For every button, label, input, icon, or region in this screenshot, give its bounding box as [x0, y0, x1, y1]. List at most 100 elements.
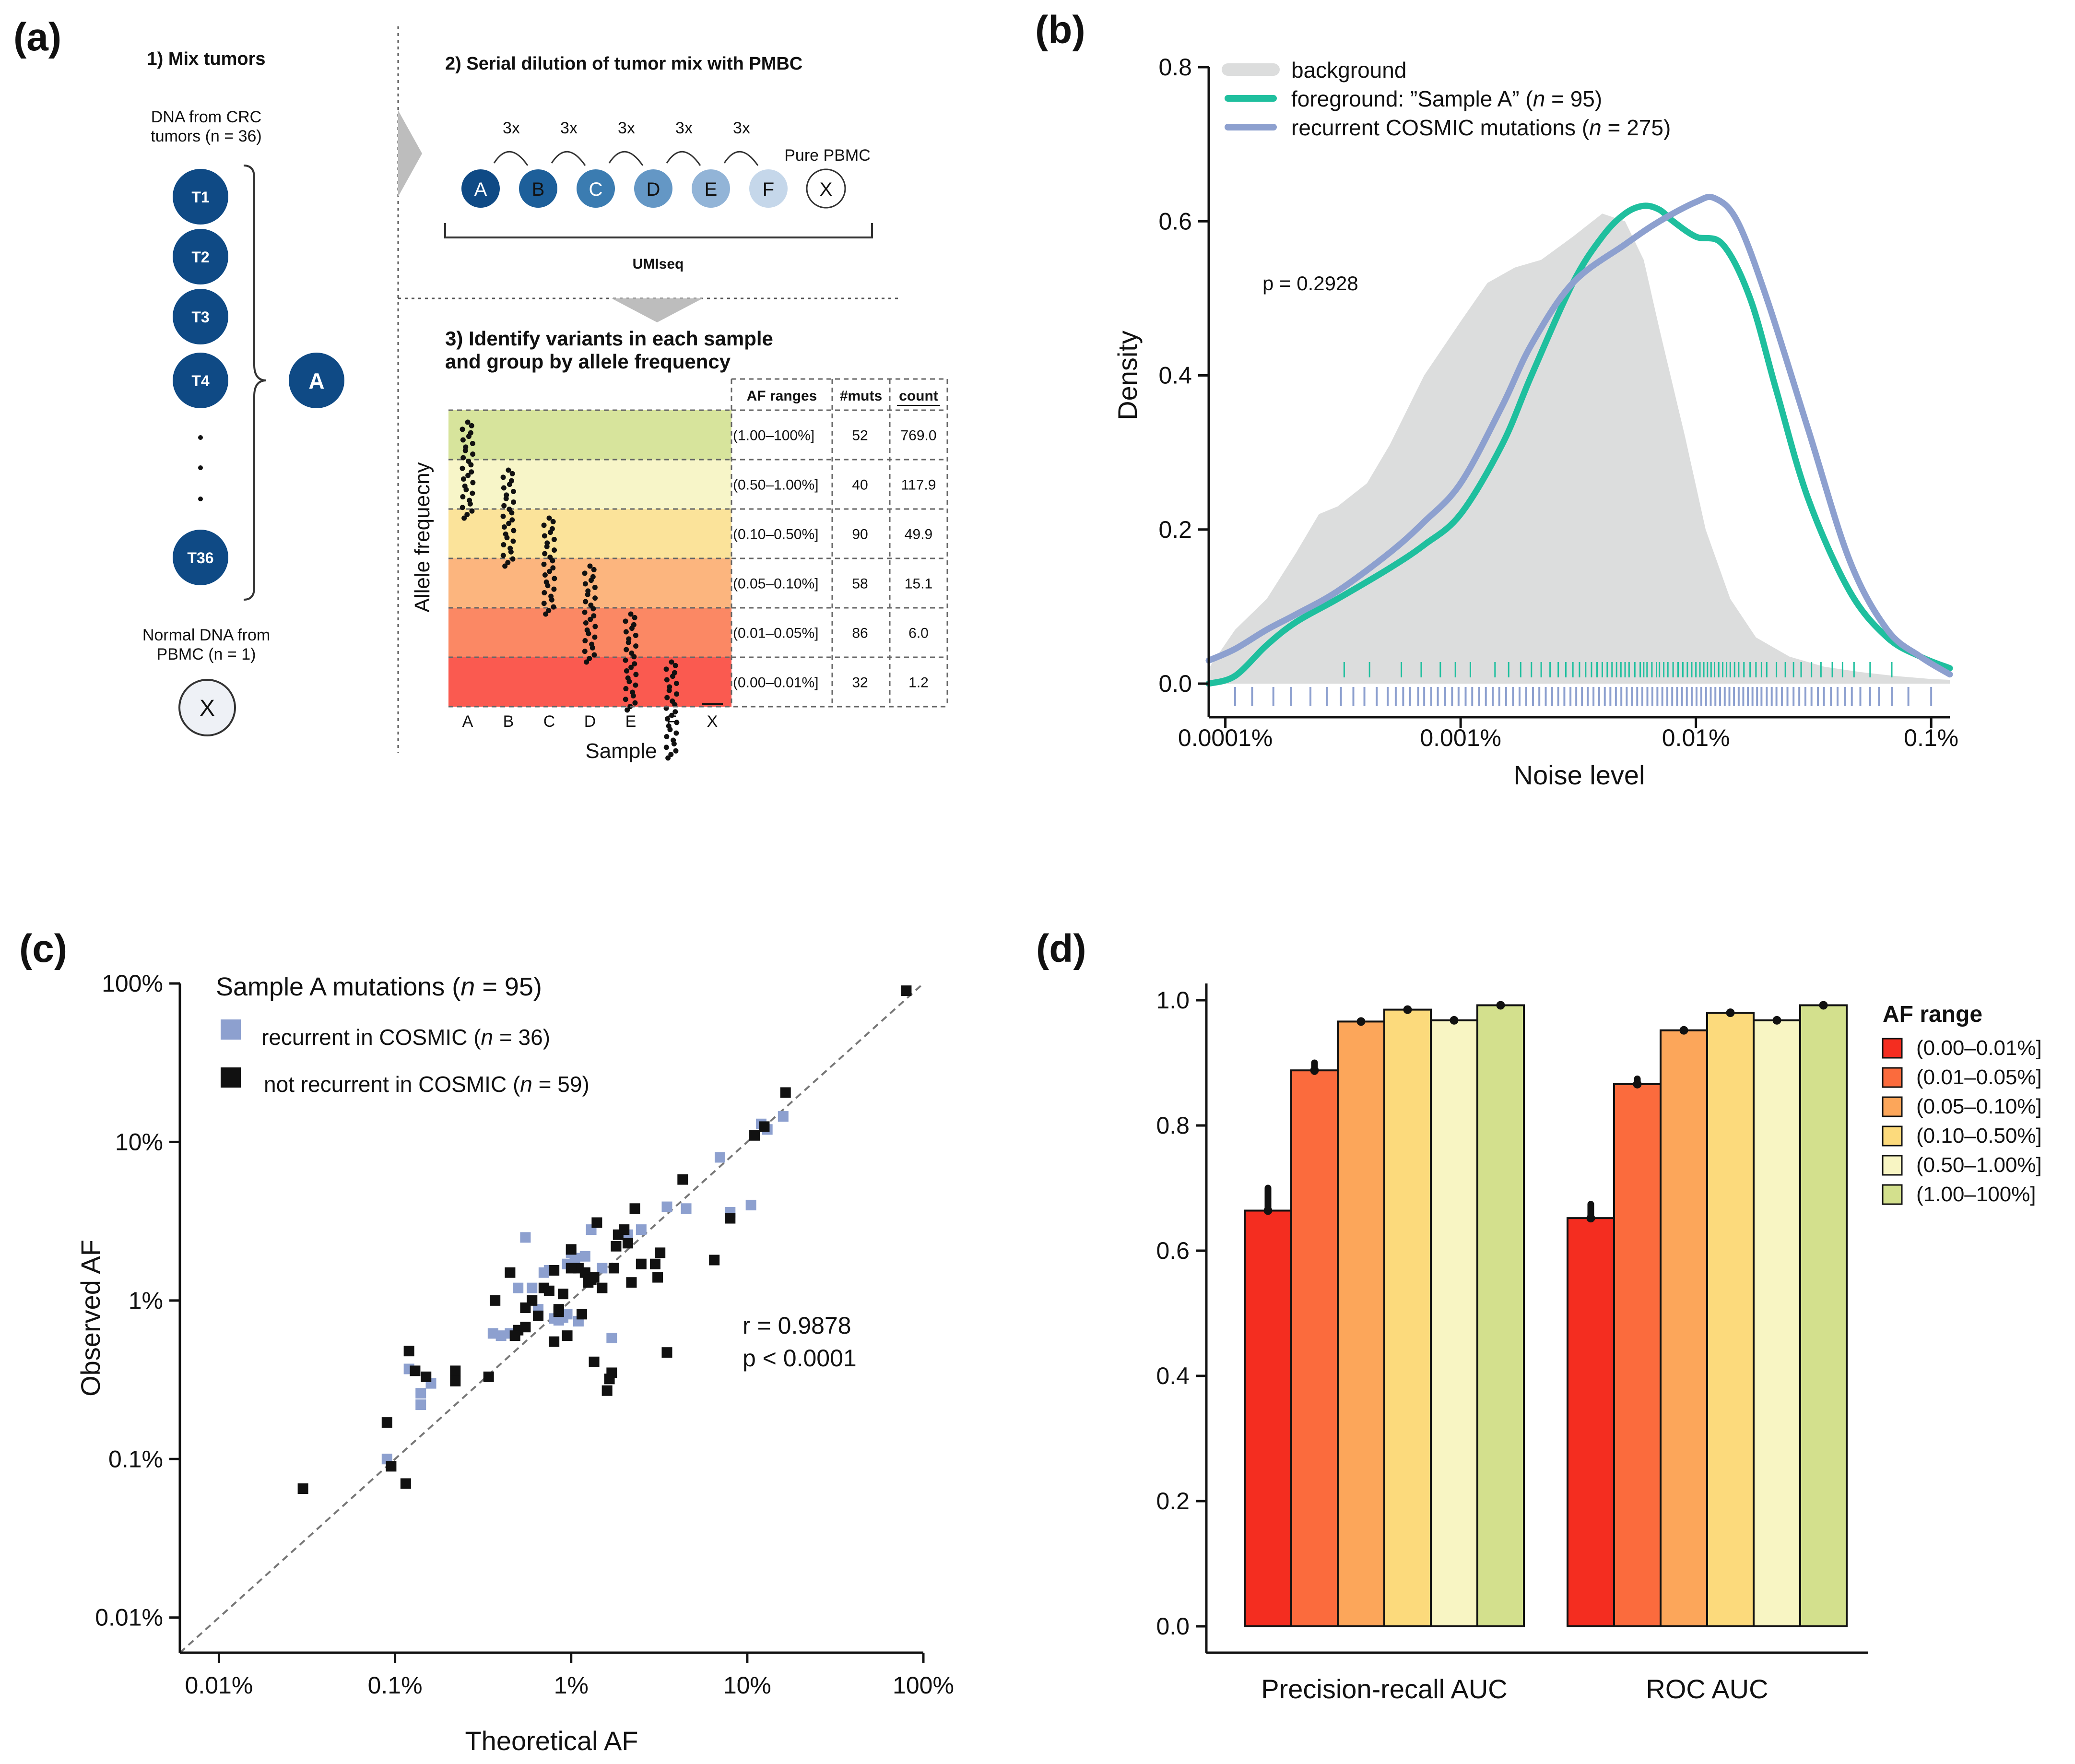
b-y-tick-label: 0.6 [1158, 208, 1192, 235]
af-dot [633, 643, 639, 649]
b-legend: background foreground: ”Sample A” (n = 9… [1222, 58, 1671, 140]
umiseq-label: UMIseq [633, 256, 684, 272]
c-point-noncosmic [566, 1263, 577, 1274]
c-point-noncosmic [381, 1417, 392, 1428]
af-dot [671, 741, 677, 746]
dilution-circle [749, 169, 788, 208]
af-dot [667, 727, 673, 733]
c-point-cosmic [778, 1111, 789, 1122]
c-point-noncosmic [483, 1371, 494, 1382]
af-dot [673, 748, 679, 754]
c-point-noncosmic [549, 1265, 560, 1276]
tumor-circle [173, 289, 228, 344]
c-point-noncosmic [725, 1213, 736, 1224]
d-bar [1337, 1020, 1385, 1628]
af-dot [625, 639, 631, 645]
dilution-factor: 3x [733, 119, 750, 137]
af-dot [630, 693, 636, 698]
dilution-arrows [493, 151, 759, 166]
c-r-text: r = 0.9878 [743, 1312, 851, 1339]
af-dot [470, 440, 475, 446]
af-dot [582, 581, 588, 587]
dilution-label: B [532, 179, 545, 200]
d-bar [1430, 1019, 1478, 1627]
af-dot [585, 592, 590, 597]
d-bar [1799, 1004, 1848, 1627]
c-point-noncosmic [490, 1295, 501, 1306]
panel-a-letter: (a) [13, 15, 61, 59]
d-legend-label: (0.00–0.01%] [1916, 1036, 2042, 1060]
dilution-factor: 3x [560, 119, 578, 137]
c-point-cosmic [569, 1253, 580, 1264]
af-dot [500, 513, 506, 519]
af-dot [628, 611, 634, 617]
panel-c: (c) 0.01% 0.1% 1% 10% 100% 0.01% 0.1% 1% 10% 100%… [19, 927, 954, 1756]
d-bar [1290, 1069, 1339, 1627]
af-dot [591, 567, 597, 572]
c-y-title: Observed AF [75, 1240, 106, 1397]
af-dot [460, 437, 466, 443]
c-x-tick-label: 100% [893, 1672, 954, 1699]
af-dot [460, 505, 465, 510]
af-dot [505, 560, 511, 566]
af-dot [506, 521, 512, 526]
d-point [1679, 1026, 1688, 1035]
tumor-circle [173, 530, 228, 585]
af-dot [623, 697, 628, 702]
b-pvalue: p = 0.2928 [1262, 272, 1358, 295]
d-bar [1567, 1217, 1615, 1627]
af-dot [664, 695, 670, 700]
af-dot [500, 553, 506, 558]
af-dot [550, 565, 556, 571]
af-dot [549, 597, 554, 603]
af-dot [460, 465, 465, 471]
pure-pbmc-label: Pure PBMC [784, 146, 871, 165]
d-legend-label: (0.05–0.10%] [1916, 1095, 2042, 1118]
af-dot [592, 595, 598, 601]
c-point-noncosmic [629, 1203, 640, 1214]
d-point [1726, 1008, 1735, 1018]
dilution-arrow [723, 151, 759, 166]
af-count-cell: 117.9 [901, 477, 936, 493]
af-dot [664, 734, 670, 740]
c-point-noncosmic [597, 1282, 608, 1293]
d-y-tick-label: 0.4 [1156, 1362, 1190, 1389]
c-point-noncosmic [520, 1302, 531, 1313]
af-dot [632, 615, 637, 620]
dilution-label: A [474, 179, 487, 200]
af-dot [501, 485, 507, 491]
af-dot [469, 469, 474, 475]
d-bar [1706, 1012, 1755, 1628]
b-x-tick-label: 0.01% [1662, 724, 1730, 751]
af-x-tick: A [462, 712, 473, 731]
c-point-cosmic [745, 1199, 756, 1210]
af-dot [587, 656, 592, 662]
dilution-factor: 3x [618, 119, 635, 137]
af-range-cell: (0.00–0.01%] [733, 675, 818, 691]
d-bar [1613, 1083, 1662, 1628]
d-legend-swatch [1882, 1125, 1903, 1147]
b-plot-area: 0.0 0.2 0.4 0.6 0.8 0.0001% 0.001% 0.01% 0.1% Noi… [1112, 54, 1958, 790]
af-dots [460, 419, 723, 761]
af-muts-cell: 40 [852, 477, 868, 493]
af-y-axis-label: Allele frequecny [411, 462, 434, 612]
c-point-noncosmic [626, 1277, 637, 1288]
b-x-title: Noise level [1514, 760, 1645, 790]
flow-arrow-down [612, 298, 703, 322]
table-header: #muts [840, 388, 882, 404]
af-dot [545, 583, 551, 589]
af-dot [465, 473, 471, 478]
c-legend-black: not recurrent in COSMIC (n = 59) [264, 1072, 589, 1097]
af-dot [629, 626, 635, 631]
af-dot [510, 556, 516, 562]
af-dot [542, 533, 547, 539]
d-category-label: ROC AUC [1646, 1674, 1768, 1704]
d-legend-title: AF range [1883, 1002, 1982, 1027]
c-point-noncosmic [533, 1310, 544, 1321]
af-dot [670, 674, 675, 679]
af-dot [546, 608, 552, 614]
d-category-label: Precision-recall AUC [1261, 1674, 1508, 1704]
d-bar [1383, 1008, 1432, 1627]
af-dot [551, 536, 557, 542]
